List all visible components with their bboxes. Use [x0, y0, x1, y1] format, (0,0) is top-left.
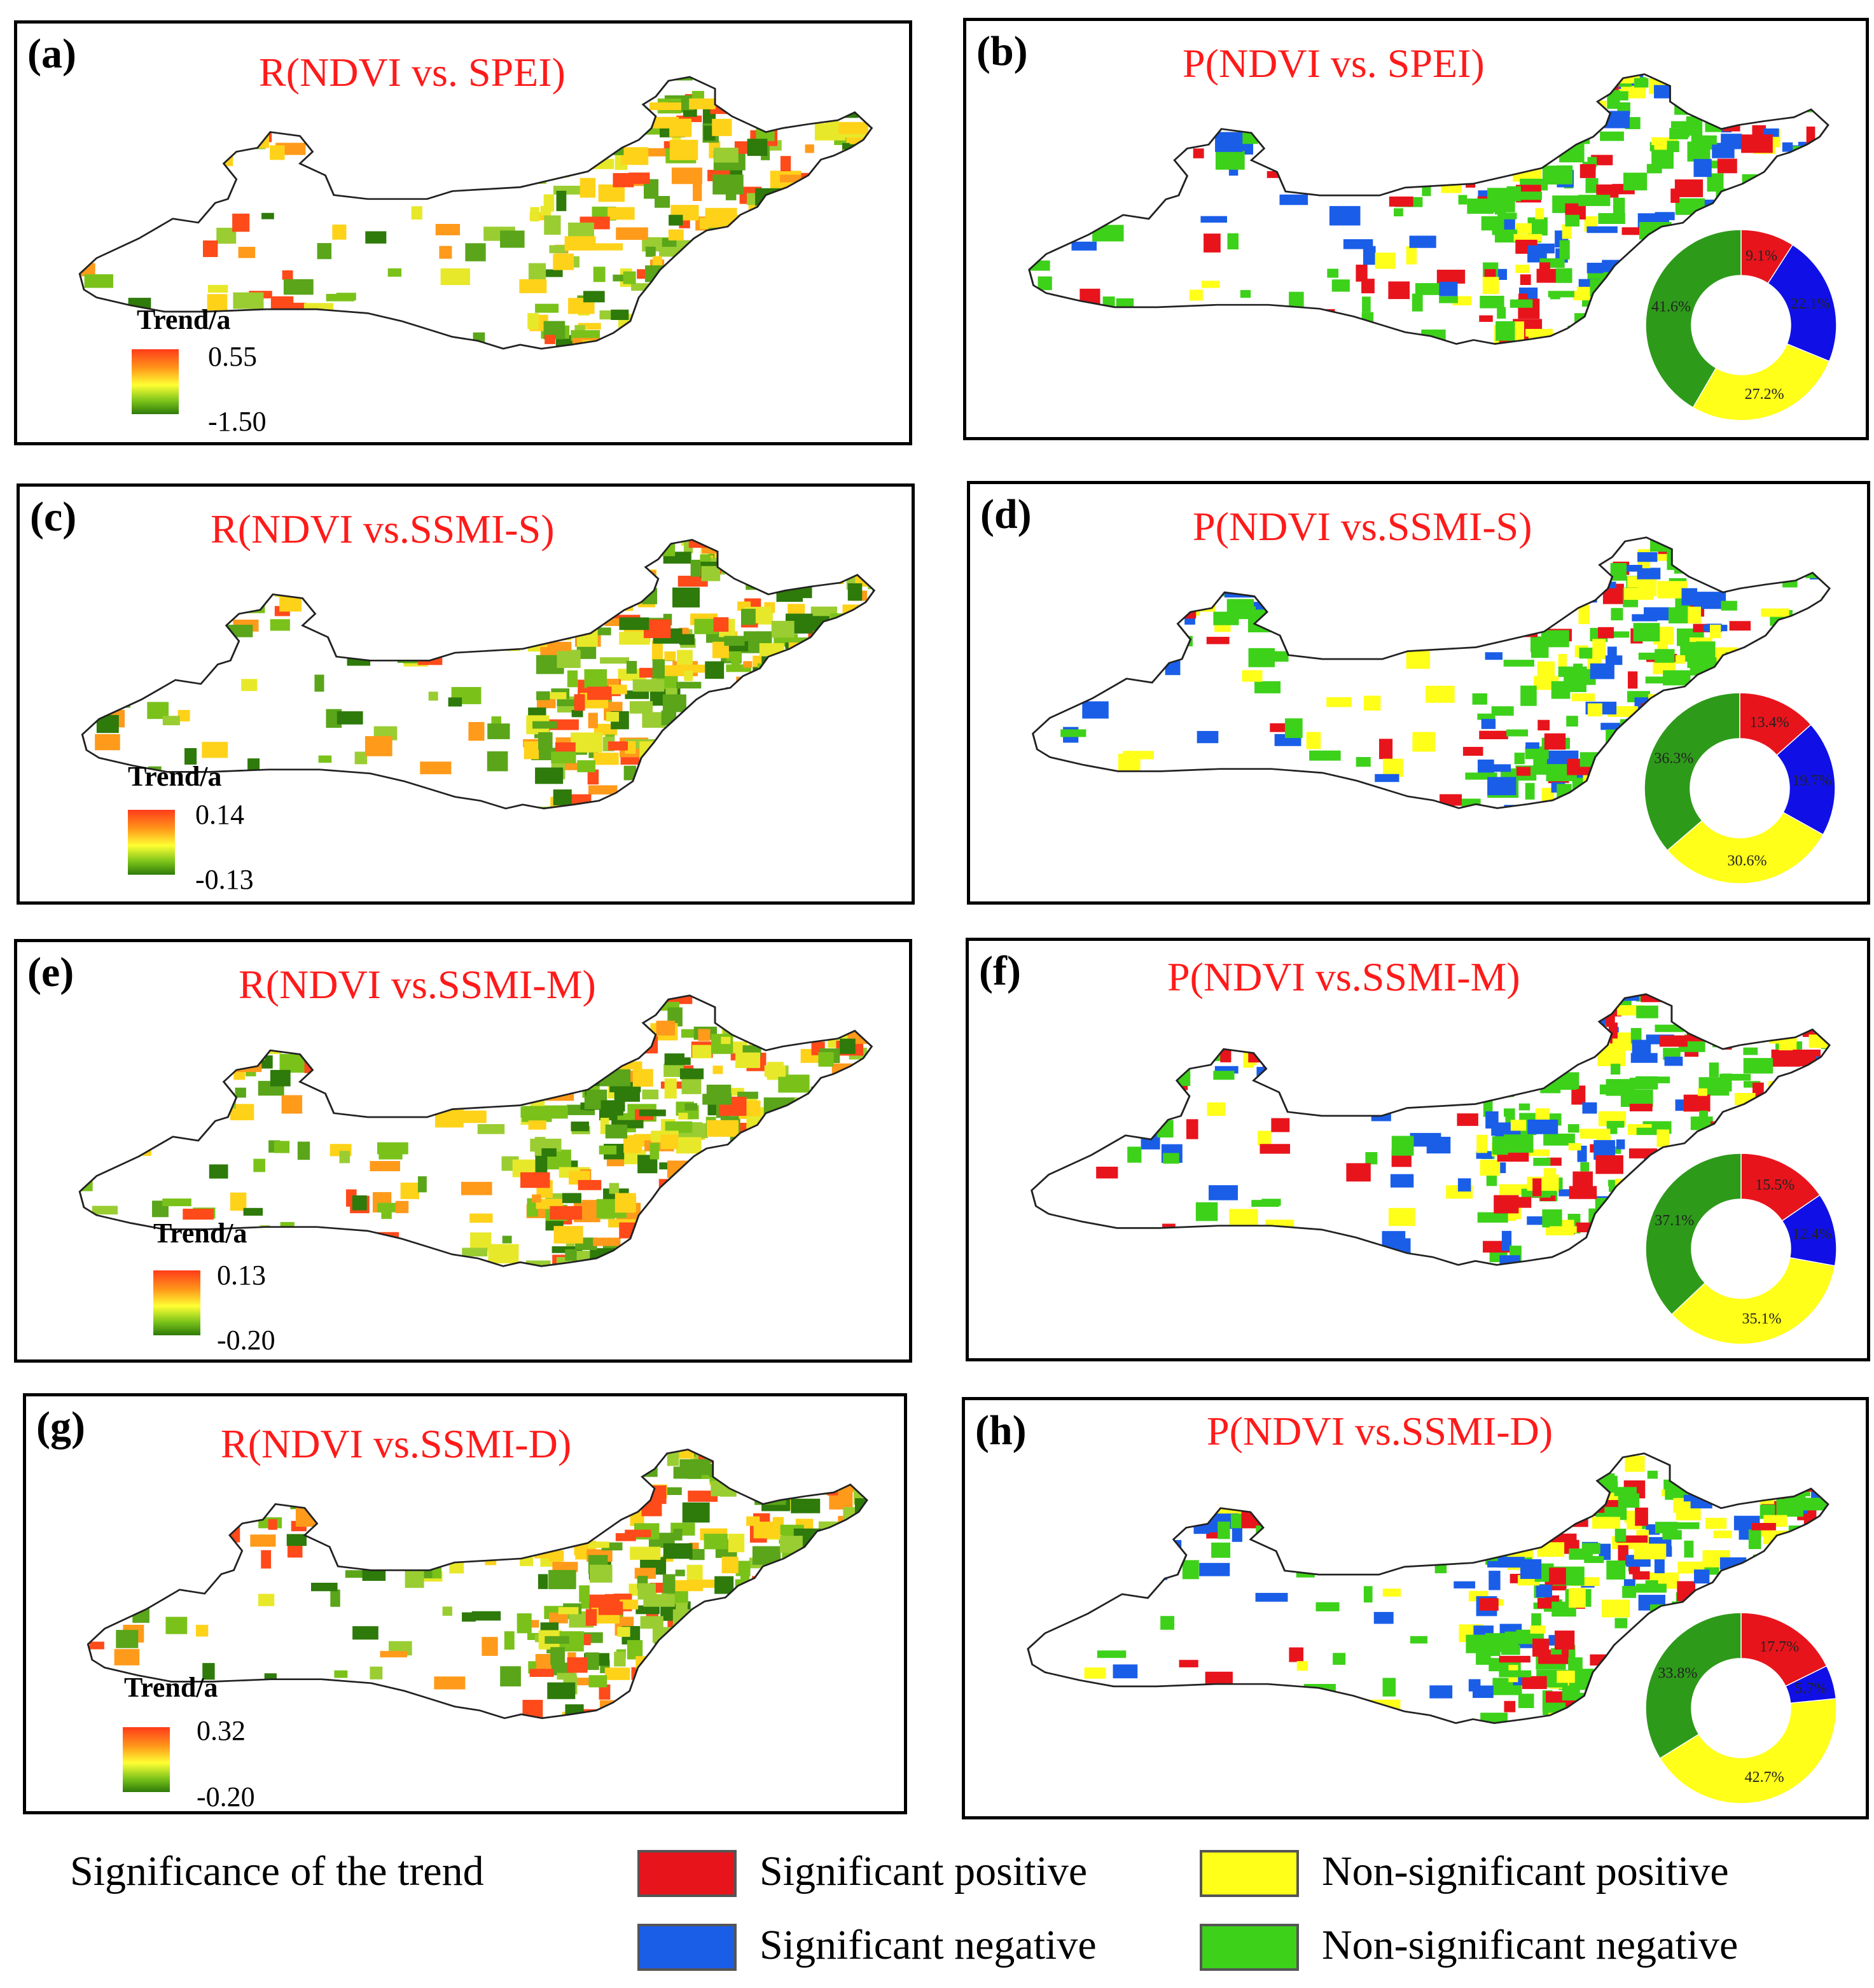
legend-label-sig-neg: Significant negative: [760, 1922, 1097, 1968]
colorbar-min: -1.50: [208, 406, 267, 437]
panel-title: R(NDVI vs.SSMI-M): [239, 962, 596, 1007]
pie-label-sig-neg: 5.7%: [1795, 1681, 1827, 1697]
panel-f: (f) P(NDVI vs.SSMI-M) 15.5% 12.4% 35.1% 37.…: [966, 938, 1870, 1361]
colorbar-max: 0.13: [217, 1260, 266, 1291]
panel-h: (h) P(NDVI vs.SSMI-D) 17.7% 5.7% 42.7% 33.8…: [962, 1397, 1869, 1819]
colorbar: [128, 810, 175, 875]
colorbar-min: -0.20: [197, 1781, 255, 1812]
panel-b: (b) P(NDVI vs. SPEI) 9.1% 22.1% 27.2% 41.6%: [963, 18, 1869, 440]
map-b: [1028, 73, 1829, 345]
legend-label-sig-pos: Significant positive: [760, 1848, 1088, 1894]
pie-slice-sig-neg: [1776, 724, 1836, 836]
pie-slice-nonsig-neg: [1645, 1612, 1742, 1760]
panel-title: R(NDVI vs.SSMI-S): [211, 506, 555, 552]
panel-title: R(NDVI vs. SPEI): [259, 50, 566, 95]
region-outline: [1027, 1452, 1829, 1725]
pie-label-sig-pos: 9.1%: [1746, 248, 1777, 265]
pie-slice-sig-neg: [1767, 244, 1837, 362]
panel-c: (c) R(NDVI vs.SSMI-S) Trend/a 0.14 -0.13: [17, 483, 915, 905]
pie-label-nonsig-neg: 33.8%: [1658, 1665, 1697, 1682]
pie-chart: 17.7% 5.7% 42.7% 33.8%: [1645, 1612, 1837, 1804]
colorbar: [132, 349, 179, 414]
map-h: [1027, 1452, 1829, 1725]
map-c: [81, 539, 876, 810]
panel-title: P(NDVI vs.SSMI-M): [1167, 954, 1520, 999]
colorbar: [153, 1270, 200, 1335]
pie-chart: 15.5% 12.4% 35.1% 37.1%: [1645, 1153, 1837, 1345]
pie-chart: 9.1% 22.1% 27.2% 41.6%: [1645, 229, 1837, 421]
panel-label: (c): [30, 494, 77, 540]
legend-label-nonsig-pos: Non-significant positive: [1322, 1848, 1729, 1894]
region-map-r: [87, 1449, 868, 1720]
colorbar-max: 0.55: [208, 341, 257, 372]
pie-label-nonsig-pos: 42.7%: [1745, 1769, 1784, 1786]
pie-label-nonsig-neg: 41.6%: [1651, 298, 1691, 315]
region-outline: [1031, 993, 1831, 1266]
region-outline: [81, 539, 876, 810]
colorbar-min: -0.13: [195, 864, 254, 895]
panel-title: P(NDVI vs. SPEI): [1183, 41, 1485, 86]
panel-e: (e) R(NDVI vs.SSMI-M) Trend/a 0.13 -0.20: [14, 939, 912, 1363]
pie-chart: 13.4% 19.7% 30.6% 36.3%: [1644, 692, 1836, 884]
panel-label: (a): [27, 31, 76, 77]
pie-slice-nonsig-neg: [1645, 1153, 1742, 1316]
region-map-r: [78, 76, 873, 350]
panel-d: (d) P(NDVI vs.SSMI-S) 13.4% 19.7% 30.6% 36.…: [967, 481, 1870, 905]
map-e: [78, 994, 873, 1267]
pie-slice-nonsig-neg: [1645, 229, 1742, 408]
map-g: [87, 1449, 868, 1720]
colorbar: [123, 1727, 170, 1792]
panel-title: R(NDVI vs.SSMI-D): [221, 1421, 572, 1466]
pie-slice-nonsig-pos: [1692, 343, 1830, 421]
panel-title: P(NDVI vs.SSMI-D): [1207, 1408, 1553, 1454]
pie-label-nonsig-pos: 35.1%: [1742, 1310, 1781, 1327]
legend-title: Significance of the trend: [70, 1848, 484, 1894]
legend-swatch-nonsig-pos: [1200, 1850, 1299, 1897]
colorbar-min: -0.20: [217, 1324, 275, 1356]
colorbar-title: Trend/a: [124, 1672, 218, 1703]
panel-label: (b): [976, 28, 1028, 74]
panel-a: (a) R(NDVI vs. SPEI) Trend/a 0.55 -1.50: [14, 20, 912, 445]
colorbar-max: 0.14: [195, 799, 244, 830]
panel-label: (d): [980, 491, 1032, 538]
region-map-r: [81, 539, 876, 810]
pie-label-nonsig-neg: 37.1%: [1655, 1213, 1694, 1229]
map-a: [78, 76, 873, 350]
legend-swatch-sig-pos: [637, 1850, 737, 1897]
pie-slice-nonsig-neg: [1644, 692, 1740, 851]
legend-swatch-nonsig-neg: [1200, 1924, 1299, 1971]
panel-g: (g) R(NDVI vs.SSMI-D) Trend/a 0.32 -0.20: [23, 1393, 907, 1814]
panel-label: (e): [27, 949, 74, 996]
panel-label: (h): [975, 1407, 1027, 1454]
pie-label-nonsig-neg: 36.3%: [1654, 750, 1693, 767]
region-outline: [78, 76, 873, 350]
legend-swatch-sig-neg: [637, 1924, 737, 1971]
region-outline: [87, 1449, 868, 1720]
pie-label-sig-neg: 22.1%: [1791, 296, 1830, 312]
pie-slice-nonsig-pos: [1667, 811, 1824, 884]
pie-slice-nonsig-pos: [1671, 1257, 1836, 1345]
region-map-r: [78, 994, 873, 1267]
colorbar-title: Trend/a: [128, 761, 222, 792]
region-outline: [1032, 536, 1831, 809]
legend-label-nonsig-neg: Non-significant negative: [1322, 1922, 1739, 1968]
panel-label: (g): [36, 1403, 85, 1450]
pie-slice-nonsig-pos: [1659, 1698, 1837, 1804]
pie-label-sig-pos: 13.4%: [1750, 714, 1789, 731]
colorbar-max: 0.32: [197, 1715, 246, 1746]
panel-title: P(NDVI vs.SSMI-S): [1193, 504, 1532, 549]
pie-label-sig-pos: 15.5%: [1755, 1177, 1794, 1193]
colorbar-title: Trend/a: [137, 304, 231, 335]
region-outline: [1028, 73, 1829, 345]
panel-label: (f): [979, 948, 1021, 994]
colorbar-title: Trend/a: [153, 1218, 247, 1249]
region-outline: [78, 994, 873, 1267]
pie-label-nonsig-pos: 27.2%: [1745, 386, 1784, 403]
pie-label-sig-pos: 17.7%: [1759, 1639, 1799, 1655]
pie-slice-sig-pos: [1740, 1612, 1828, 1687]
pie-label-sig-neg: 19.7%: [1792, 772, 1831, 789]
pie-label-nonsig-pos: 30.6%: [1727, 852, 1766, 869]
pie-label-sig-neg: 12.4%: [1793, 1226, 1832, 1242]
